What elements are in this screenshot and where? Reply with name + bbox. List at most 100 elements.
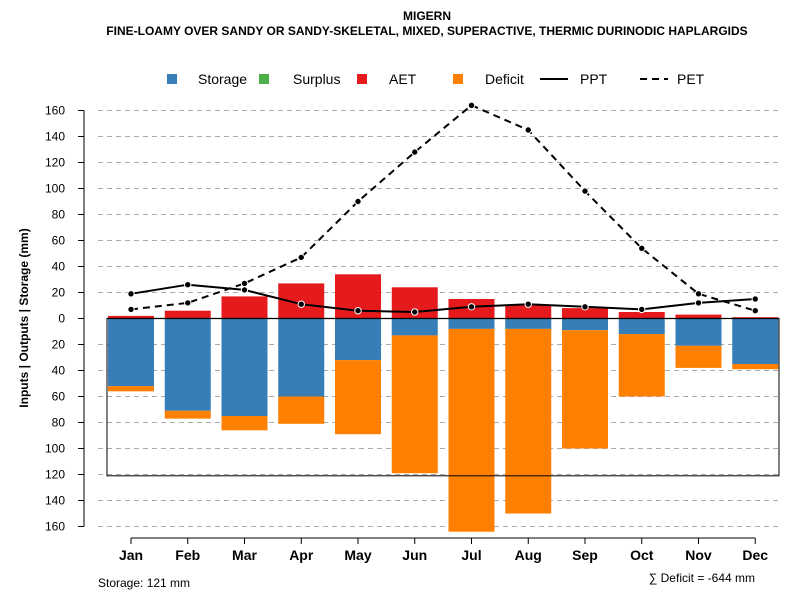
x-tick-label-may: May <box>344 547 371 563</box>
legend-label-surplus: Surplus <box>293 71 340 87</box>
pet-point-jul <box>467 101 476 110</box>
y-tick-label: 160 <box>45 520 65 534</box>
y-tick-label: 120 <box>45 156 65 170</box>
legend-label-ppt: PPT <box>580 71 608 87</box>
x-tick-label-dec: Dec <box>742 547 768 563</box>
storage-bar-feb <box>164 318 211 411</box>
y-tick-label: 80 <box>52 416 66 430</box>
storage-bar-dec <box>732 318 779 364</box>
y-tick-label: 120 <box>45 468 65 482</box>
aet-bar-jan <box>108 315 154 319</box>
deficit-bar-may <box>335 360 381 435</box>
y-tick-label: 40 <box>52 364 66 378</box>
legend-item-surplus: Surplus <box>259 71 340 87</box>
legend-label-pet: PET <box>677 71 705 87</box>
storage-bar-oct <box>618 318 665 335</box>
legend-swatch-storage <box>167 74 177 84</box>
y-tick-label: 100 <box>45 182 65 196</box>
ppt-line <box>130 283 756 314</box>
storage-bar-mar <box>221 318 268 416</box>
legend-swatch-aet <box>357 74 367 84</box>
pet-point-dec <box>751 307 759 315</box>
y-tick-label: 20 <box>52 286 66 300</box>
storage-bar-sep <box>562 318 608 331</box>
legend-swatch-deficit <box>453 74 463 84</box>
storage-bar-apr <box>278 318 325 397</box>
series-lines <box>127 101 759 316</box>
y-tick-label: 160 <box>45 104 65 118</box>
aet-bar-aug <box>505 305 552 319</box>
ppt-point-feb <box>184 281 192 289</box>
pet-point-may <box>354 197 362 206</box>
legend: Storage Surplus AET Deficit PPT PET <box>167 71 705 87</box>
ppt-point-mar <box>240 286 249 294</box>
gridlines <box>98 110 780 527</box>
y-axis: 160 140 120 100 80 60 40 20 0 20 40 60 80 100 120 140 16… <box>45 104 85 534</box>
legend-label-aet: AET <box>389 71 417 87</box>
x-tick-label-jun: Jun <box>402 547 427 563</box>
legend-label-deficit: Deficit <box>485 71 524 87</box>
y-tick-label: 40 <box>52 260 66 274</box>
x-tick-label-apr: Apr <box>289 547 314 563</box>
aet-bar-dec <box>732 317 779 319</box>
storage-capacity-box <box>106 317 780 477</box>
deficit-bar-apr <box>278 396 325 424</box>
chart-title: MIGERN <box>403 9 451 23</box>
x-tick-label-jan: Jan <box>119 547 143 563</box>
deficit-bar-dec <box>732 364 779 370</box>
aet-bar-sep <box>562 308 608 319</box>
storage-bar-may <box>335 318 381 361</box>
ppt-point-jan <box>127 290 135 298</box>
ppt-point-jul <box>467 303 476 311</box>
pet-point-jun <box>411 148 419 156</box>
y-tick-label: 60 <box>52 390 66 404</box>
pet-point-sep <box>581 187 589 195</box>
storage-bar-nov <box>675 318 722 346</box>
pet-point-jan <box>127 305 135 314</box>
ppt-point-oct <box>638 305 646 314</box>
deficit-bar-aug <box>505 328 552 514</box>
ppt-point-nov <box>694 299 703 307</box>
y-tick-label: 20 <box>52 338 66 352</box>
ppt-point-apr <box>297 300 305 308</box>
pet-point-oct <box>638 244 646 253</box>
aet-bar-oct <box>618 312 665 319</box>
x-tick-label-mar: Mar <box>232 547 257 563</box>
chart-subtitle: FINE-LOAMY OVER SANDY OR SANDY-SKELETAL,… <box>106 24 747 38</box>
deficit-bar-oct <box>618 334 665 397</box>
y-tick-label: 80 <box>52 208 66 222</box>
deficit-bar-jul <box>448 328 495 532</box>
y-tick-label: 0 <box>58 312 65 326</box>
x-tick-label-sep: Sep <box>572 547 598 563</box>
legend-label-storage: Storage <box>198 71 247 87</box>
deficit-bar-jun <box>391 335 438 474</box>
y-tick-label: 140 <box>45 494 65 508</box>
deficit-bar-feb <box>164 410 211 419</box>
aet-bar-nov <box>675 314 722 319</box>
x-tick-label-nov: Nov <box>685 547 712 563</box>
storage-bar-jun <box>391 318 438 336</box>
ppt-point-jun <box>411 308 419 316</box>
ppt-point-may <box>354 307 362 315</box>
legend-item-deficit: Deficit <box>453 71 524 87</box>
deficit-bar-jan <box>108 386 154 392</box>
legend-item-storage: Storage <box>167 71 247 87</box>
aet-bar-feb <box>164 310 211 319</box>
x-tick-label-feb: Feb <box>175 547 200 563</box>
bars <box>108 274 779 532</box>
legend-swatch-surplus <box>259 74 269 84</box>
y-tick-label: 100 <box>45 442 65 456</box>
footer-deficit: ∑ Deficit = -644 mm <box>649 571 755 585</box>
x-tick-label-oct: Oct <box>630 547 654 563</box>
storage-bar-aug <box>505 318 552 329</box>
pet-point-mar <box>240 279 249 288</box>
pet-point-aug <box>524 126 532 134</box>
y-tick-label: 60 <box>52 234 66 248</box>
pet-point-apr <box>297 253 305 262</box>
footer-storage: Storage: 121 mm <box>98 576 190 590</box>
y-tick-label: 140 <box>45 130 65 144</box>
ppt-point-sep <box>581 303 589 311</box>
legend-item-aet: AET <box>357 71 417 87</box>
deficit-bar-nov <box>675 345 722 368</box>
